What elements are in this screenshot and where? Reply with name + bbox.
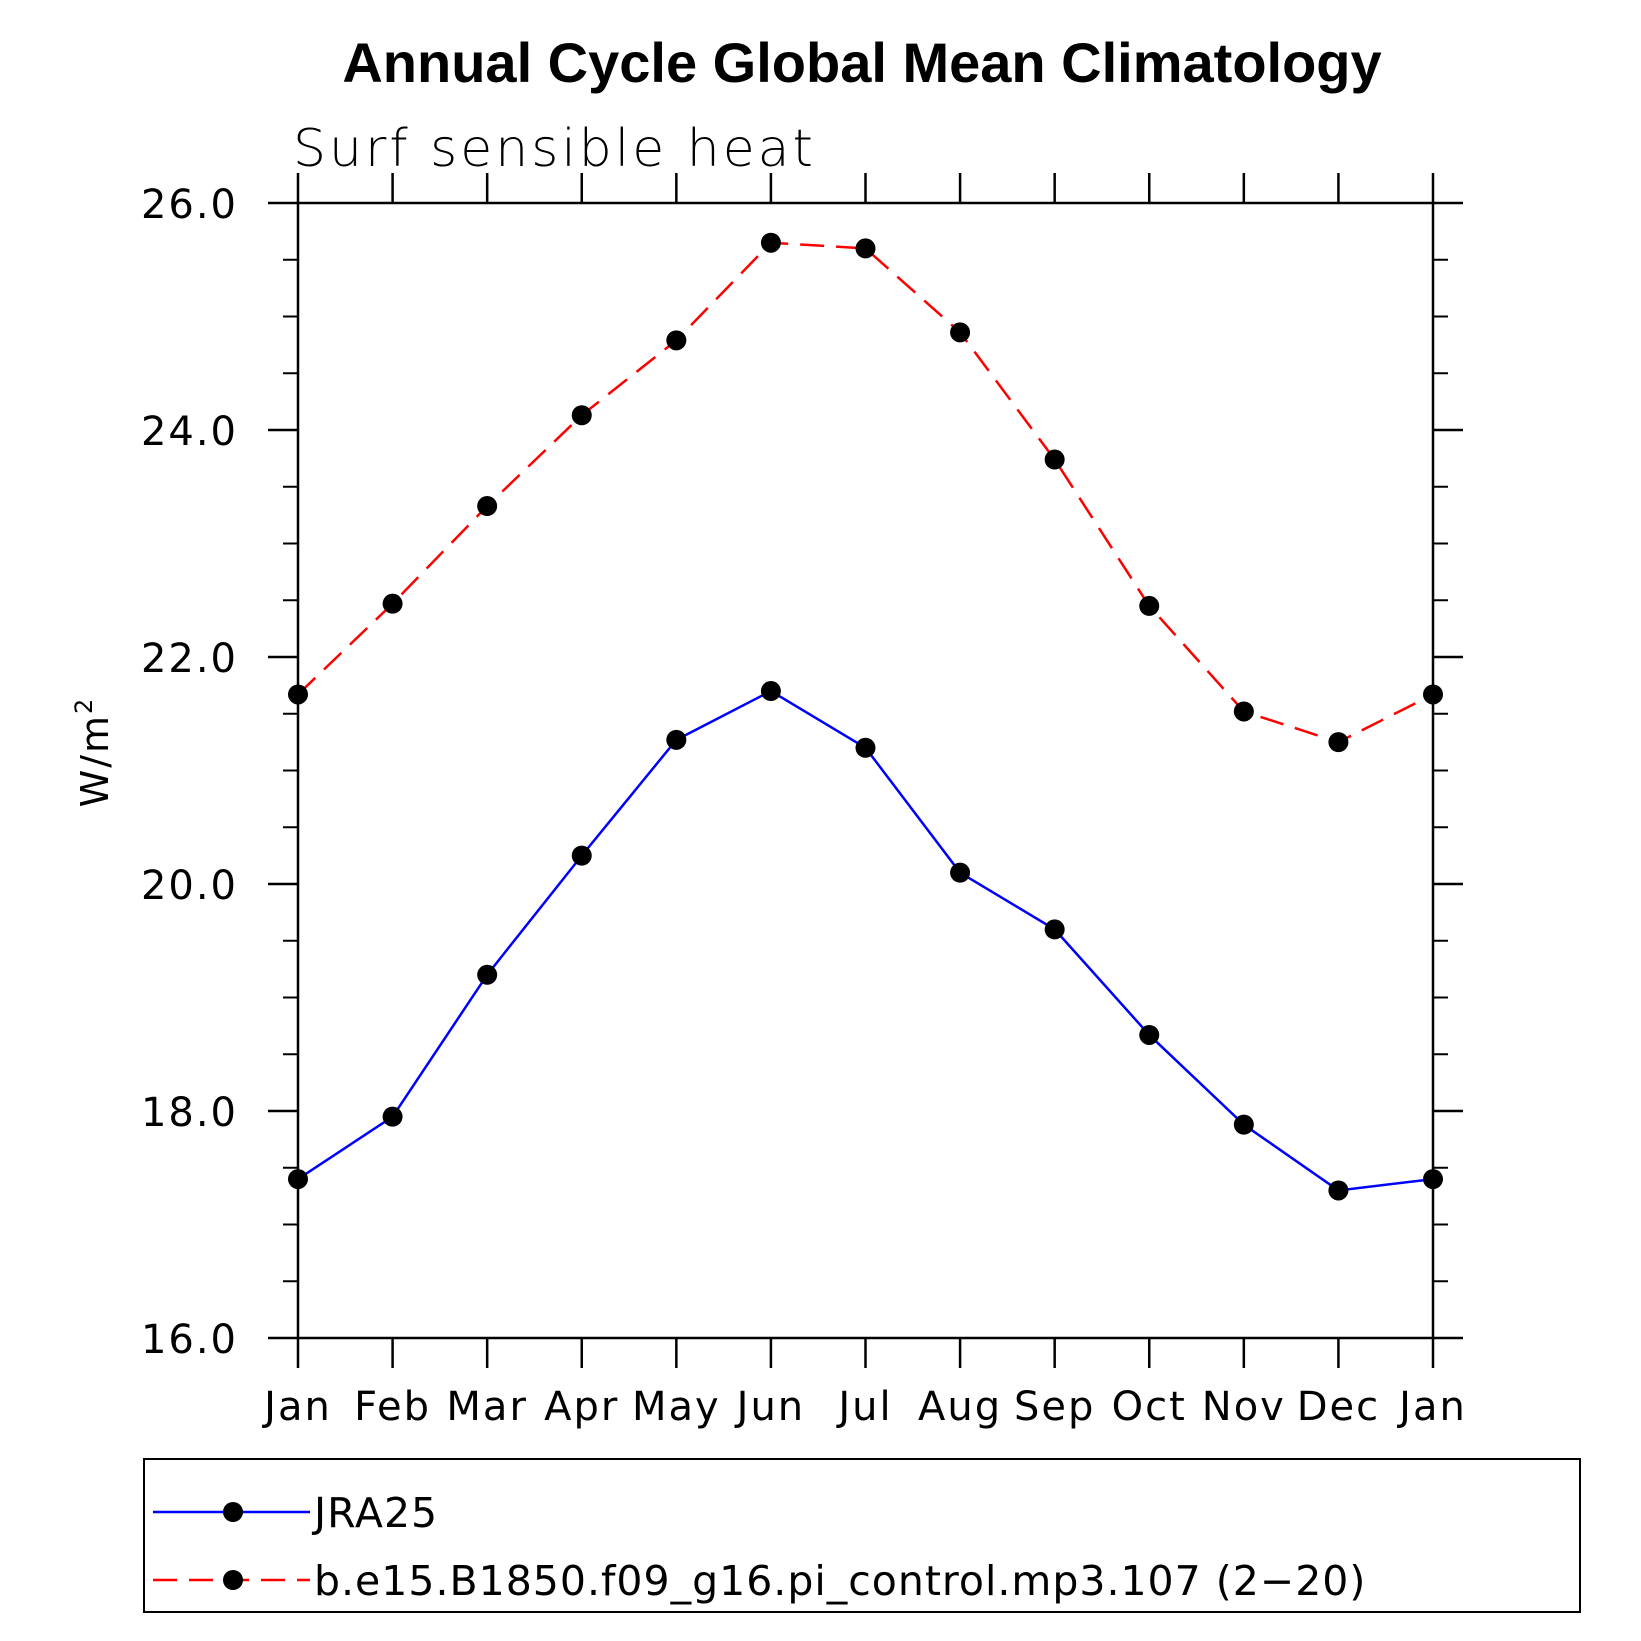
series-1-point: [571, 845, 592, 866]
y-axis-label: W/m2: [70, 697, 117, 808]
series-2-point: [288, 684, 308, 705]
y-tick-label: 24.0: [141, 409, 238, 455]
series-2-point: [760, 232, 781, 253]
legend-entries: JRA25 b.e15.B1850.f09_g16.pi_control.mp3.…: [153, 1489, 1366, 1605]
x-tick-label: Jan: [261, 1384, 332, 1430]
y-tick-label: 18.0: [141, 1090, 238, 1136]
series-2-point: [1423, 684, 1443, 705]
series-1-point: [1139, 1024, 1160, 1045]
series-2-point: [950, 322, 971, 343]
legend-label-1: JRA25: [311, 1489, 438, 1537]
series-1-point: [382, 1106, 403, 1127]
chart-title: Annual Cycle Global Mean Climatology: [342, 31, 1381, 94]
x-tick-label: Jul: [835, 1384, 892, 1430]
series-2-point: [1328, 732, 1349, 753]
plot-frame: [296, 201, 1435, 1340]
series-1-point: [288, 1169, 308, 1190]
x-tick-label: Nov: [1202, 1384, 1286, 1430]
series-1-point: [855, 737, 876, 758]
x-tick-label: Oct: [1112, 1384, 1187, 1430]
y-tick-label: 20.0: [141, 863, 238, 909]
series-2-point: [1233, 701, 1254, 722]
series-1-point: [1044, 919, 1065, 940]
y-tick-label: 22.0: [141, 636, 238, 682]
series-1-point: [1423, 1169, 1443, 1190]
series-2-point: [477, 496, 498, 517]
series-2-point: [666, 330, 687, 351]
x-tick-label: Feb: [354, 1384, 431, 1430]
series-2-point: [1139, 595, 1160, 616]
y-tick-label: 16.0: [141, 1317, 238, 1363]
svg-text:W/m2: W/m2: [70, 697, 117, 808]
y-tick-label: 26.0: [141, 182, 238, 228]
series-line-2: [297, 241, 1434, 744]
chart-subtitle: Surf sensible heat: [293, 119, 816, 179]
series-1-point: [666, 729, 687, 750]
y-axis-label-superscript: 2: [70, 697, 98, 714]
legend: JRA25 b.e15.B1850.f09_g16.pi_control.mp3.…: [143, 1458, 1581, 1613]
x-tick-label: Sep: [1014, 1384, 1095, 1430]
x-tick-label: Dec: [1297, 1384, 1380, 1430]
series-1-point: [477, 964, 498, 985]
series-1-point: [1328, 1180, 1349, 1201]
series-1-point: [760, 681, 781, 702]
x-tick-label: May: [632, 1384, 721, 1430]
legend-label-2: b.e15.B1850.f09_g16.pi_control.mp3.107 (…: [314, 1557, 1366, 1605]
legend-marker-1: [223, 1502, 243, 1522]
x-tick-label: Jun: [734, 1384, 806, 1430]
series-2-point: [382, 593, 403, 614]
y-axis-label-text: W/m: [73, 714, 117, 807]
series-1-point: [1233, 1114, 1254, 1135]
x-tick-label: Mar: [446, 1384, 527, 1430]
legend-box: [143, 1458, 1581, 1613]
series-2-point: [571, 405, 592, 426]
x-tick-label: Apr: [544, 1384, 619, 1430]
x-tick-label: Jan: [1396, 1384, 1467, 1430]
series-2-point: [1044, 449, 1065, 470]
legend-marker-2: [223, 1570, 243, 1590]
plot-area: 16.0 18.0 20.0 22.0 24.0 26.0 Jan Feb Mar Apr May J…: [141, 173, 1467, 1430]
x-tick-label: Aug: [918, 1384, 1002, 1430]
series-1-point: [950, 862, 971, 883]
series-line-1: [297, 689, 1434, 1192]
series-2-point: [855, 238, 876, 259]
